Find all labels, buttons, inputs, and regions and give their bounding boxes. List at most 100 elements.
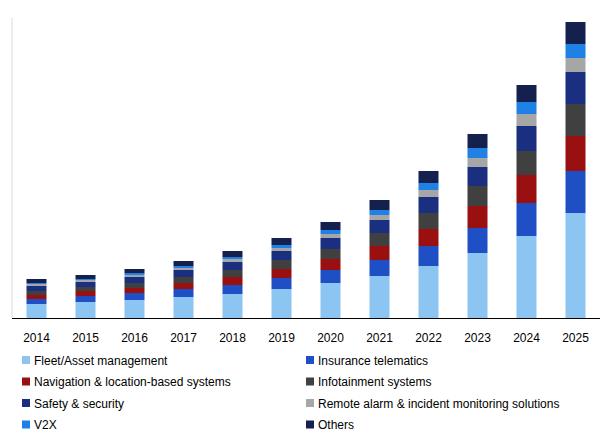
x-tick-label: 2021 — [366, 331, 393, 345]
legend-swatch — [22, 421, 30, 429]
bar-segment — [76, 296, 96, 302]
bar-segment — [223, 257, 243, 259]
bar-segment — [27, 279, 47, 283]
bar-segment — [174, 297, 194, 318]
bar-segment — [174, 283, 194, 289]
legend-label: Safety & security — [34, 397, 124, 411]
bar-segment — [468, 253, 488, 318]
bar-segment — [468, 228, 488, 253]
bar-segment — [76, 280, 96, 282]
bar-segment — [566, 58, 586, 72]
legend-label: Others — [318, 418, 354, 432]
x-tick-label: 2018 — [219, 331, 246, 345]
bar-segment — [468, 186, 488, 206]
bar-segment — [566, 136, 586, 171]
bar-segment — [223, 251, 243, 257]
bar-segment — [321, 234, 341, 238]
bar-segment — [27, 286, 47, 291]
legend-swatch — [306, 421, 314, 429]
x-tick-label: 2022 — [415, 331, 442, 345]
bar-segment — [370, 215, 390, 220]
bar-segment — [517, 102, 537, 114]
bar-segment — [272, 251, 292, 260]
x-tick-label: 2020 — [317, 331, 344, 345]
bar-segment — [419, 246, 439, 266]
bar-segment — [223, 285, 243, 294]
bar-segment — [566, 171, 586, 213]
bar-segment — [272, 289, 292, 318]
bar-segment — [370, 260, 390, 276]
bar-segment — [27, 284, 47, 286]
bar-segment — [321, 230, 341, 234]
bar-segment — [125, 277, 145, 283]
bar-segment — [223, 277, 243, 285]
bar-segment — [174, 289, 194, 297]
bar-segment — [76, 279, 96, 280]
bar-segment — [517, 175, 537, 203]
bar-segment — [321, 270, 341, 283]
bar-segment — [468, 206, 488, 228]
x-tick-label: 2014 — [23, 331, 50, 345]
bar-segment — [272, 278, 292, 289]
bar-segment — [125, 293, 145, 300]
bar-segment — [419, 213, 439, 229]
x-tick-label: 2025 — [562, 331, 589, 345]
bar-segment — [125, 300, 145, 318]
bar-segment — [370, 276, 390, 318]
bar-segment — [321, 259, 341, 270]
bar-segment — [223, 294, 243, 318]
bar-segment — [419, 266, 439, 318]
x-tick-label: 2016 — [121, 331, 148, 345]
bar-segment — [517, 203, 537, 236]
x-tick-label: 2015 — [72, 331, 99, 345]
bar-segment — [125, 288, 145, 293]
bar-segment — [174, 266, 194, 268]
bar-segment — [370, 246, 390, 260]
bar-segment — [76, 275, 96, 279]
legend-swatch — [306, 356, 314, 364]
bar-segment — [517, 126, 537, 151]
bar-segment — [76, 291, 96, 296]
bar-segment — [174, 261, 194, 266]
bar-segment — [517, 236, 537, 318]
bar-segment — [321, 249, 341, 259]
legend-swatch — [306, 378, 314, 386]
legend-label: V2X — [34, 418, 57, 432]
legend-swatch — [22, 399, 30, 407]
legend-swatch — [22, 356, 30, 364]
bar-segment — [321, 222, 341, 230]
bar-segment — [76, 282, 96, 287]
bar-segment — [27, 291, 47, 295]
bar-segment — [370, 233, 390, 246]
bar-segment — [223, 262, 243, 270]
bar-segment — [272, 260, 292, 269]
bar-segment — [468, 148, 488, 158]
bar-segment — [468, 158, 488, 167]
x-tick-label: 2023 — [464, 331, 491, 345]
bar-segment — [468, 167, 488, 186]
chart: 2014201520162017201820192020202120222023… — [0, 0, 614, 438]
legend-label: Infotainment systems — [318, 375, 431, 389]
bar-segment — [76, 302, 96, 318]
bar-segment — [321, 238, 341, 249]
bar-segment — [223, 259, 243, 262]
legend-label: Remote alarm & incident monitoring solut… — [318, 397, 559, 411]
bar-segment — [566, 72, 586, 104]
bar-segment — [566, 44, 586, 58]
bar-segment — [566, 22, 586, 44]
bar-segment — [223, 270, 243, 277]
bar-segment — [419, 183, 439, 190]
legend-label: Navigation & location-based systems — [34, 375, 231, 389]
bar-segment — [517, 151, 537, 175]
legend-swatch — [306, 399, 314, 407]
bar-segment — [125, 273, 145, 275]
bars — [27, 22, 586, 318]
bar-segment — [370, 220, 390, 233]
bar-segment — [419, 197, 439, 213]
bar-segment — [370, 200, 390, 210]
bar-segment — [125, 269, 145, 273]
bar-segment — [27, 304, 47, 318]
bar-segment — [272, 245, 292, 248]
bar-segment — [272, 269, 292, 278]
bar-segment — [76, 287, 96, 291]
